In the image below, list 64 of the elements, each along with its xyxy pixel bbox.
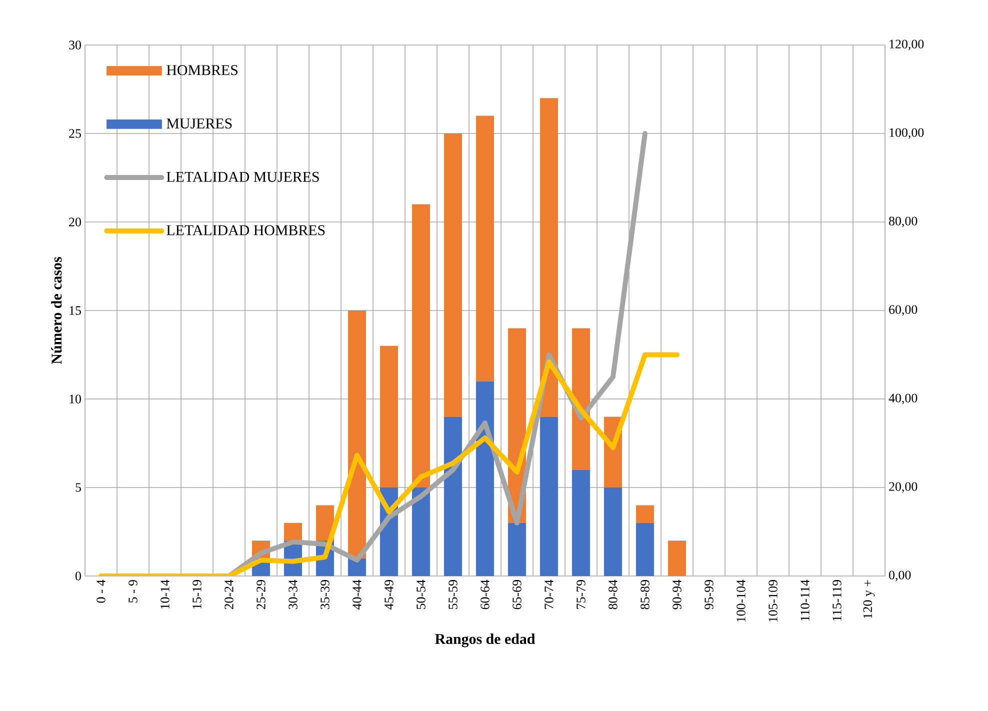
x-tick-label: 65-69 <box>512 580 522 610</box>
x-tick-label: 10-14 <box>160 580 170 609</box>
y-tick-label: 25 <box>69 129 81 138</box>
bar <box>316 505 334 541</box>
bar <box>348 310 366 558</box>
bar <box>540 416 558 576</box>
bar <box>412 204 430 488</box>
x-tick-label: 70-74 <box>544 580 554 609</box>
x-tick-label: 60-64 <box>480 580 490 610</box>
x-tick-label: 5 - 9 <box>128 580 138 603</box>
x-tick-label: 95-99 <box>704 580 714 610</box>
x-tick-label: 25-29 <box>256 580 266 610</box>
x-tick-label: 100-104 <box>736 580 746 622</box>
x-tick-label: 20-24 <box>224 580 234 610</box>
x-tick-label: 85-89 <box>640 580 650 610</box>
x-tick-label: 15-19 <box>192 580 202 609</box>
y-tick-label: 5 <box>76 483 81 492</box>
x-tick-label: 35-39 <box>320 580 330 610</box>
y2-tick-label: 20,00 <box>889 482 918 493</box>
y-axis-title: Número de casos <box>51 257 62 364</box>
legend-label: MUJERES <box>166 118 232 129</box>
y2-tick-label: 0,00 <box>889 570 911 582</box>
legend-label: LETALIDAD HOMBRES <box>166 225 325 236</box>
bar <box>636 522 654 576</box>
bar <box>572 470 590 576</box>
y2-tick-label: 40,00 <box>888 394 918 404</box>
bar <box>508 522 526 576</box>
x-tick-label: 50-54 <box>416 580 426 609</box>
x-tick-label: 110-114 <box>800 580 810 621</box>
bar <box>636 505 654 523</box>
bar <box>444 416 462 576</box>
x-axis-title: Rangos de edad <box>435 634 536 648</box>
bar <box>540 98 558 417</box>
y2-tick-label: 80,00 <box>889 216 918 228</box>
x-tick-label: 75-79 <box>576 580 586 609</box>
x-tick-label: 115-119 <box>832 580 842 621</box>
x-tick-label: 55-59 <box>448 580 458 609</box>
y-tick-label: 0 <box>76 572 81 580</box>
x-tick-label: 0 - 4 <box>96 580 106 603</box>
bar <box>444 133 462 417</box>
bar <box>380 346 398 488</box>
bar <box>668 540 686 576</box>
bar <box>604 488 622 576</box>
x-tick-label: 120 y + <box>863 580 875 618</box>
y-tick-label: 20 <box>69 218 81 226</box>
bar <box>348 558 366 576</box>
bar <box>476 116 494 382</box>
y-tick-label: 30 <box>69 40 81 50</box>
y2-tick-label: 100,00 <box>890 128 924 139</box>
y-tick-label: 10 <box>70 394 81 404</box>
y-tick-label: 15 <box>70 306 81 315</box>
x-tick-label: 40-44 <box>352 580 362 610</box>
y2-tick-label: 60,00 <box>889 305 918 316</box>
x-tick-label: 45-49 <box>384 580 394 610</box>
legend-label: LETALIDAD MUJERES <box>166 172 319 182</box>
bar <box>412 488 430 576</box>
x-tick-label: 30-34 <box>288 580 298 610</box>
y2-tick-label: 120,00 <box>890 40 924 50</box>
x-tick-label: 90-94 <box>672 580 682 610</box>
bar <box>476 381 494 576</box>
x-tick-label: 105-109 <box>768 580 778 622</box>
legend-label: HOMBRES <box>166 65 238 76</box>
x-tick-label: 80-84 <box>608 580 618 610</box>
bar <box>284 522 302 541</box>
